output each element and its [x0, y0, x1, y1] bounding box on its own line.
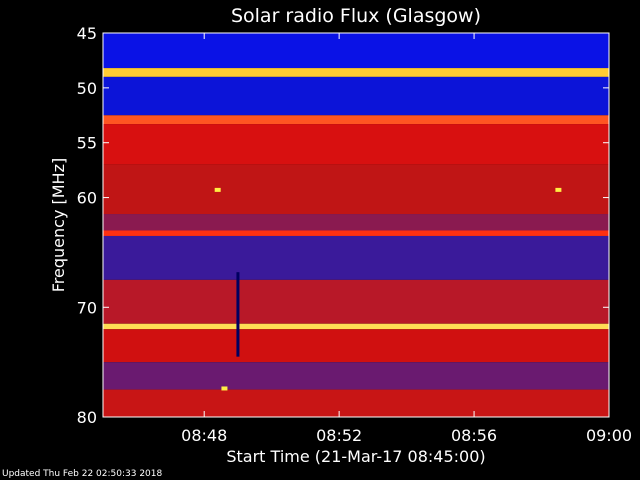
- y-tick-label: 45: [77, 24, 97, 43]
- spectrum-band: [103, 214, 609, 231]
- spectrum-band: [103, 235, 609, 280]
- x-axis: 08:48 08:52 08:56 09:00: [181, 33, 632, 445]
- x-axis-label: Start Time (21-Mar-17 08:45:00): [226, 447, 485, 466]
- spectrum-band: [103, 164, 609, 215]
- bright-spot: [214, 187, 221, 192]
- spectrum-band: [103, 68, 609, 77]
- y-axis-label: Frequency [MHz]: [49, 158, 68, 292]
- y-tick-label: 80: [77, 408, 97, 427]
- plot-area: [103, 33, 609, 417]
- x-tick-label: 08:52: [316, 426, 362, 445]
- y-tick-label: 70: [77, 298, 97, 317]
- y-axis: 45 50 55 60 70 80: [77, 24, 609, 427]
- spectrum-band: [103, 230, 609, 236]
- spectrum-band: [103, 362, 609, 390]
- spectrum-band: [103, 115, 609, 125]
- bright-spot: [555, 187, 562, 192]
- radio-burst: [236, 272, 240, 357]
- spectrum-band: [103, 279, 609, 324]
- x-tick-label: 08:56: [451, 426, 497, 445]
- y-tick-label: 55: [77, 134, 97, 153]
- y-tick-label: 60: [77, 189, 97, 208]
- x-tick-label: 08:48: [181, 426, 227, 445]
- spectrum-band: [103, 329, 609, 363]
- spectrum-band: [103, 76, 609, 116]
- bright-spot: [221, 386, 228, 391]
- y-tick-label: 50: [77, 79, 97, 98]
- chart-title: Solar radio Flux (Glasgow): [231, 5, 481, 27]
- spectrum-band: [103, 33, 609, 69]
- spectrum-band: [103, 124, 609, 165]
- spectrum-band: [103, 389, 609, 417]
- spectrum-band: [103, 323, 609, 330]
- x-tick-label: 09:00: [586, 426, 632, 445]
- plot-frame: [102, 32, 610, 418]
- updated-timestamp: Updated Thu Feb 22 02:50:33 2018: [2, 469, 163, 479]
